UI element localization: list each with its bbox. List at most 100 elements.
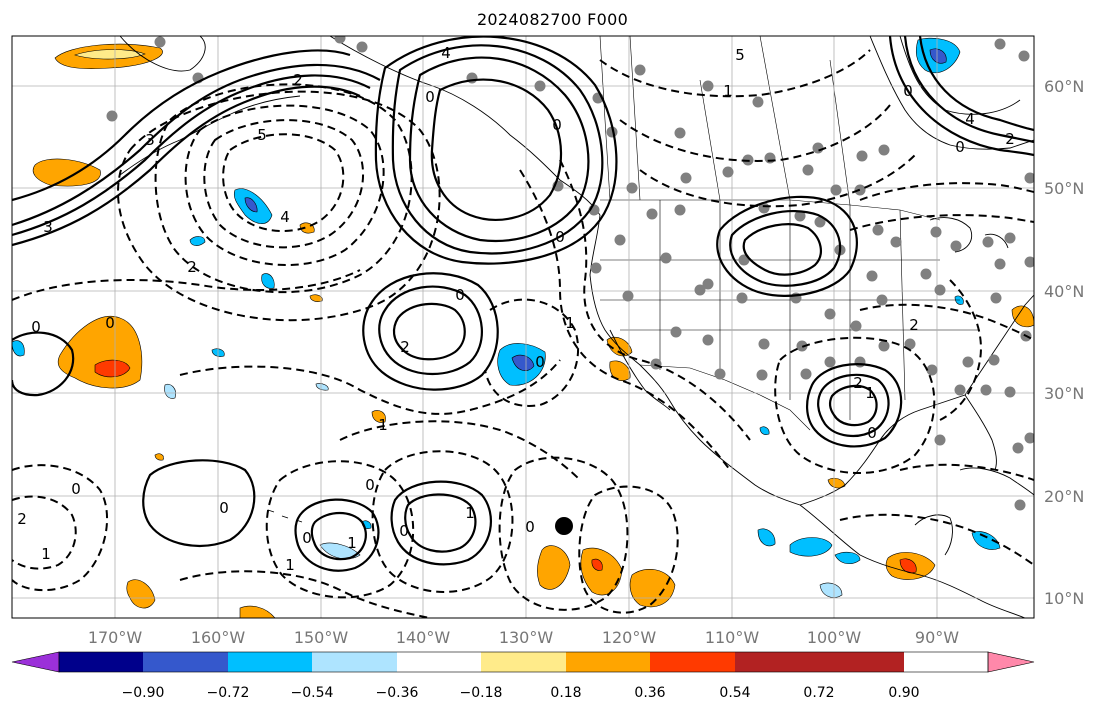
contour-solid-sw-ring xyxy=(142,459,256,547)
shade-dblue-central xyxy=(511,354,535,371)
lon-label: 150°W xyxy=(294,628,349,647)
colorbar-tick-label: 0.18 xyxy=(550,685,581,701)
shade-orange-small4 xyxy=(154,453,164,461)
contour-solid-central-high-1 xyxy=(378,285,483,376)
contour-solid-ne-ridge-3 xyxy=(888,36,1034,157)
colorbar-tick-label: 0.54 xyxy=(719,685,750,701)
contour-dashed-goa-3 xyxy=(222,133,345,233)
station-dot xyxy=(866,270,878,282)
colorbar-segment xyxy=(819,652,904,672)
map-frame xyxy=(11,35,1035,619)
shade-orange-small3 xyxy=(371,410,386,423)
station-dot xyxy=(1024,256,1034,268)
station-dot xyxy=(680,172,692,184)
station-dot xyxy=(814,216,826,228)
contour-dashed-canada-2 xyxy=(619,104,891,162)
contour-solid-aleutian-2 xyxy=(12,74,371,237)
station-dot xyxy=(736,292,748,304)
contour-dashed-canada-1 xyxy=(599,49,871,98)
colorbar-tick-label: −0.54 xyxy=(291,685,334,701)
colorbar-tick-label: 0.36 xyxy=(634,685,665,701)
political-borders xyxy=(599,36,980,431)
lat-label: 10°N xyxy=(1044,589,1084,608)
colorbar-segment xyxy=(59,652,143,672)
contour-dashed-south-2 xyxy=(371,450,514,593)
station-dot xyxy=(854,184,866,196)
contour-label: 2 xyxy=(17,510,27,528)
contour-dashed-cam-2 xyxy=(899,463,1034,481)
colorbar-tick-label: −0.36 xyxy=(376,685,419,701)
contour-label: 1 xyxy=(465,504,475,522)
station-dot xyxy=(1004,386,1016,398)
coast-florida xyxy=(964,394,997,471)
station-dot xyxy=(752,96,764,108)
contour-label: 2 xyxy=(853,374,863,392)
shade-blue-gulf5 xyxy=(759,426,770,435)
lat-label: 60°N xyxy=(1044,77,1084,96)
station-dot xyxy=(764,152,776,164)
shade-blue-gulf3 xyxy=(834,551,861,564)
contour-solid-us-low-1 xyxy=(716,195,858,297)
border-alaska xyxy=(599,36,611,201)
station-dot xyxy=(758,338,770,350)
station-dot xyxy=(920,268,932,280)
contour-dashed-central-1 xyxy=(179,359,561,415)
contour-label: 1 xyxy=(41,545,51,563)
contour-label: 0 xyxy=(71,480,81,498)
contour-solid-hawaii-ring-2 xyxy=(310,511,367,561)
station-dot xyxy=(876,294,888,306)
colorbar-segment xyxy=(143,652,228,672)
contour-dashed-canada-3 xyxy=(639,154,916,208)
station-dot xyxy=(614,234,626,246)
contour-dashed-coast-2 xyxy=(519,169,731,471)
colorbar-tick-label: 0.72 xyxy=(803,685,834,701)
shade-orange-sw2 xyxy=(239,605,276,618)
shade-orange-small2 xyxy=(309,294,323,302)
shade-blue-gulf2 xyxy=(789,537,833,557)
contour-dashed-sw-1 xyxy=(12,464,108,592)
coast-alaska-south xyxy=(329,36,601,216)
contour-label: 4 xyxy=(441,44,451,62)
lon-label: 90°W xyxy=(915,628,959,647)
lon-label: 100°W xyxy=(807,628,862,647)
colorbar-extend-low xyxy=(11,651,60,673)
contour-label: 4 xyxy=(280,208,290,226)
colorbar-tick-label: 0.90 xyxy=(888,685,919,701)
contour-label: 0 xyxy=(365,476,375,494)
shade-blue-gulf1 xyxy=(757,528,776,547)
contour-solid-aleutian-3 xyxy=(12,85,361,247)
shade-blue-gulf4 xyxy=(819,582,843,598)
contour-label: 2 xyxy=(909,316,919,334)
station-dot xyxy=(872,224,884,236)
station-dot xyxy=(800,368,812,380)
contour-dashed-east-2 xyxy=(849,214,1034,231)
shade-blue-small2 xyxy=(189,236,206,246)
station-dot xyxy=(714,368,726,380)
contour-label: 0 xyxy=(455,286,465,304)
contour-dashed-goa-1 xyxy=(184,104,385,266)
contour-label: 0 xyxy=(555,228,565,246)
shade-orange-sw xyxy=(126,579,156,609)
contour-solid-ak-ridge-2 xyxy=(391,44,604,255)
contour-label: 0 xyxy=(535,353,545,371)
contour-label: 1 xyxy=(723,82,733,100)
station-dot xyxy=(756,369,768,381)
station-dot xyxy=(990,292,1002,304)
shade-dblue-goa xyxy=(244,197,258,213)
station-dot xyxy=(1018,50,1030,62)
station-dot xyxy=(694,284,706,296)
contour-dashed-goa-2 xyxy=(203,119,364,249)
storm-marker xyxy=(555,517,573,535)
map-title: 2024082700 F000 xyxy=(476,10,629,29)
station-dot xyxy=(930,226,942,238)
coast-west-us xyxy=(589,214,801,506)
shade-blue-small4 xyxy=(164,383,176,399)
contour-label: 2 xyxy=(293,71,303,89)
station-dot xyxy=(850,320,862,332)
contour-solid-se-low-1 xyxy=(806,363,903,448)
contour-label: 0 xyxy=(955,138,965,156)
lon-label: 160°W xyxy=(191,628,246,647)
station-dot xyxy=(634,64,646,76)
station-dot xyxy=(626,182,638,194)
